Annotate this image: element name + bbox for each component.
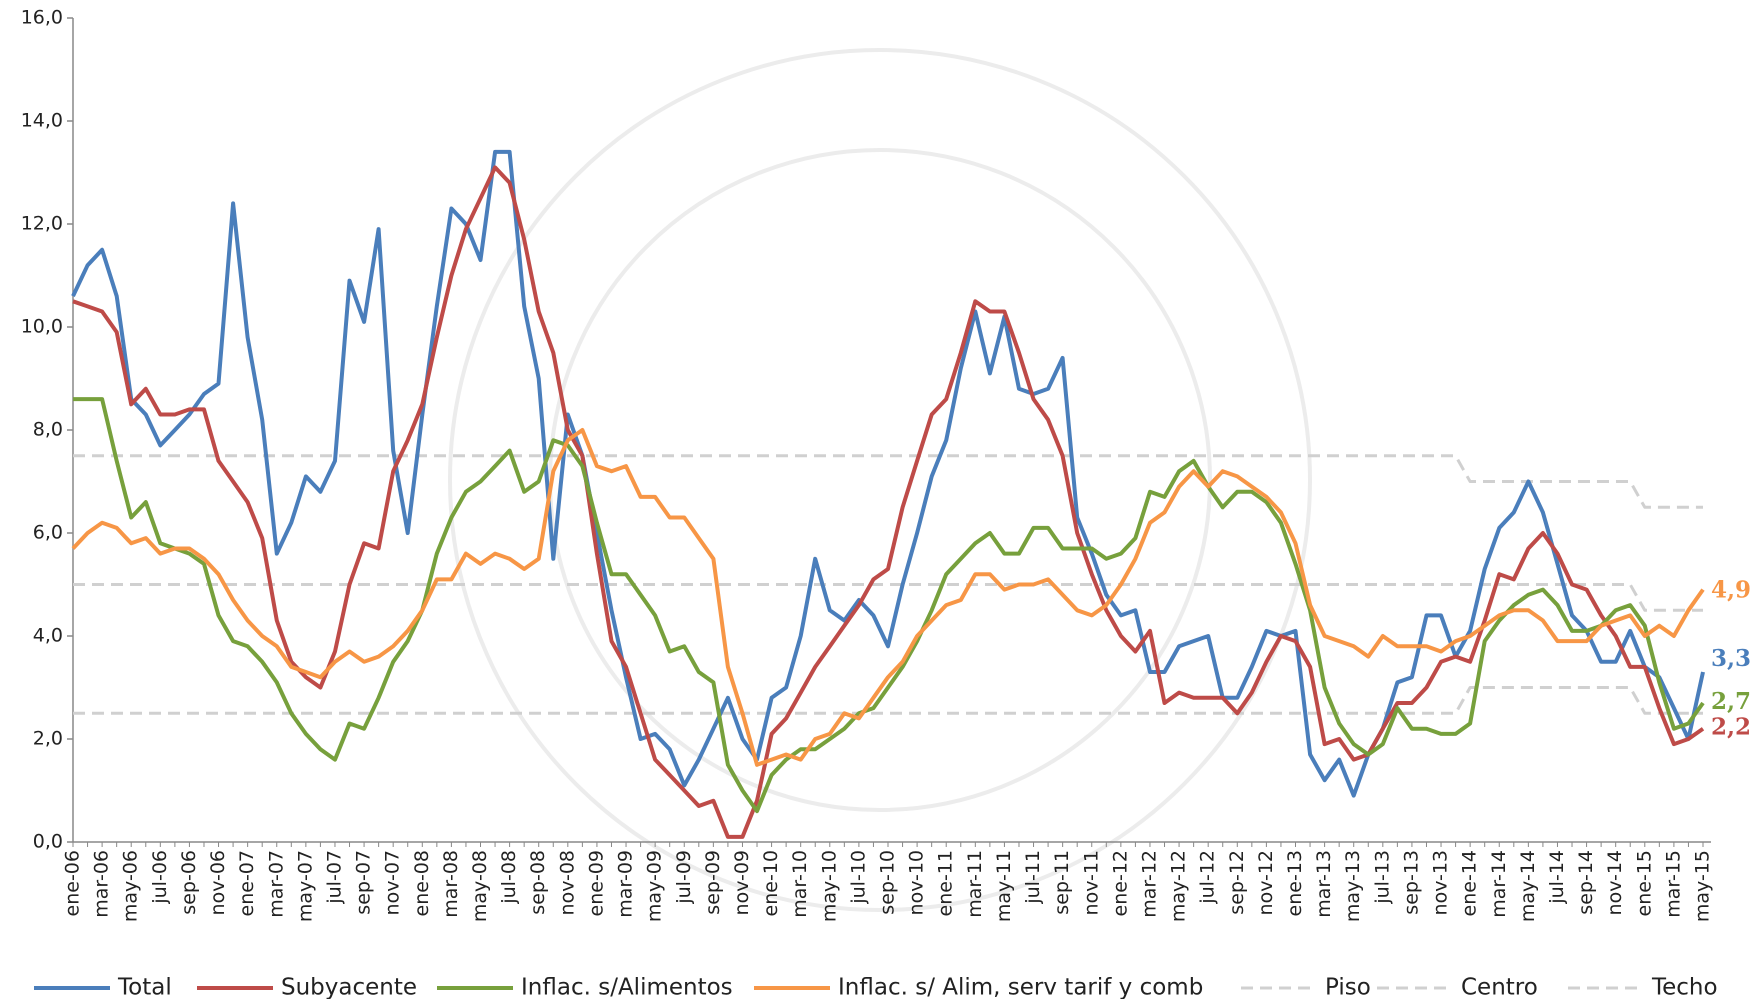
x-tick-label: mar-11 xyxy=(964,850,986,918)
x-tick-label: ene-07 xyxy=(236,850,258,916)
y-tick-label: 0,0 xyxy=(33,831,63,853)
series-line xyxy=(73,397,1705,814)
x-tick-label: ene-09 xyxy=(585,850,607,916)
watermark xyxy=(448,48,1312,912)
series-line xyxy=(71,149,1705,798)
x-tick-label: ene-11 xyxy=(935,850,957,916)
legend-item: Total xyxy=(34,975,172,999)
x-tick-label: ene-13 xyxy=(1284,850,1306,916)
x-tick-label: may-10 xyxy=(818,850,840,922)
x-tick-label: may-08 xyxy=(469,850,491,922)
y-tick-label: 16,0 xyxy=(21,7,63,29)
end-label: 4,9 xyxy=(1711,577,1751,604)
series-line xyxy=(73,583,1703,612)
x-tick-label: jul-08 xyxy=(498,850,520,905)
x-tick-label: mar-09 xyxy=(615,850,637,918)
x-tick-label: may-11 xyxy=(993,850,1015,922)
legend-label: Centro xyxy=(1461,975,1538,999)
x-tick-label: may-12 xyxy=(1168,850,1190,922)
x-tick-label: mar-15 xyxy=(1662,850,1684,918)
x-tick-label: nov-14 xyxy=(1604,850,1626,915)
legend-label: Inflac. s/Alimentos xyxy=(521,975,733,999)
x-tick-label: jul-10 xyxy=(847,850,869,905)
x-tick-label: sep-10 xyxy=(877,850,899,915)
legend-item: Centro xyxy=(1377,975,1538,999)
x-tick-label: may-06 xyxy=(120,850,142,922)
x-tick-label: may-15 xyxy=(1692,850,1714,922)
x-tick-label: ene-08 xyxy=(411,850,433,916)
x-tick-label: mar-06 xyxy=(91,850,113,918)
x-tick-label: jul-13 xyxy=(1371,850,1393,905)
x-tick-label: jul-09 xyxy=(673,850,695,905)
x-tick-label: ene-12 xyxy=(1109,850,1131,916)
x-tick-label: ene-10 xyxy=(760,850,782,916)
x-tick-label: sep-12 xyxy=(1226,850,1248,915)
x-tick-label: may-13 xyxy=(1342,850,1364,922)
end-label: 2,2 xyxy=(1711,714,1751,741)
x-tick-label: mar-07 xyxy=(265,850,287,918)
x-tick-label: nov-08 xyxy=(556,850,578,915)
x-tick-label: jul-06 xyxy=(149,850,171,905)
end-label: 2,7 xyxy=(1711,688,1751,715)
end-label: 3,3 xyxy=(1711,645,1751,672)
x-tick-label: mar-12 xyxy=(1138,850,1160,918)
x-tick-label: may-07 xyxy=(294,850,316,922)
legend-label: Piso xyxy=(1325,975,1371,999)
y-tick-label: 14,0 xyxy=(21,110,63,132)
x-tick-label: sep-11 xyxy=(1051,850,1073,915)
x-tick-label: mar-10 xyxy=(789,850,811,918)
x-tick-label: sep-14 xyxy=(1575,850,1597,915)
legend-item: Inflac. s/Alimentos xyxy=(437,975,733,999)
x-tick-label: nov-11 xyxy=(1080,850,1102,915)
x-tick-label: ene-06 xyxy=(62,850,84,916)
legend-label: Inflac. s/ Alim, serv tarif y comb xyxy=(838,975,1203,999)
x-tick-label: mar-14 xyxy=(1488,850,1510,918)
x-tick-label: nov-06 xyxy=(207,850,229,915)
x-tick-label: ene-14 xyxy=(1459,850,1481,916)
x-tick-label: ene-15 xyxy=(1633,850,1655,916)
legend-item: Subyacente xyxy=(197,975,417,999)
y-tick-label: 6,0 xyxy=(33,522,63,544)
series-line xyxy=(72,165,1705,839)
y-tick-label: 8,0 xyxy=(33,419,63,441)
x-tick-label: may-09 xyxy=(644,850,666,922)
x-tick-label: may-14 xyxy=(1517,850,1539,922)
x-tick-label: sep-13 xyxy=(1400,850,1422,915)
x-tick-label: sep-09 xyxy=(702,850,724,915)
legend-label: Total xyxy=(117,975,172,999)
x-tick-label: sep-08 xyxy=(527,850,549,915)
y-tick-label: 2,0 xyxy=(33,728,63,750)
x-tick-label: nov-07 xyxy=(382,850,404,915)
legend-label: Subyacente xyxy=(281,975,417,999)
y-tick-label: 10,0 xyxy=(21,316,63,338)
x-tick-label: sep-06 xyxy=(178,850,200,915)
x-tick-label: jul-12 xyxy=(1197,850,1219,905)
x-tick-label: nov-10 xyxy=(906,850,928,915)
x-tick-label: nov-09 xyxy=(731,850,753,915)
x-tick-label: mar-08 xyxy=(440,850,462,918)
x-tick-label: mar-13 xyxy=(1313,850,1335,918)
series-line xyxy=(73,454,1703,509)
series-line xyxy=(71,428,1705,767)
x-tick-label: nov-13 xyxy=(1430,850,1452,915)
legend-label: Techo xyxy=(1651,975,1718,999)
x-tick-label: jul-14 xyxy=(1546,850,1568,905)
series-line xyxy=(73,686,1703,715)
legend-item: Techo xyxy=(1568,975,1718,999)
x-tick-label: sep-07 xyxy=(353,850,375,915)
y-tick-label: 4,0 xyxy=(33,625,63,647)
x-tick-label: nov-12 xyxy=(1255,850,1277,915)
x-tick-label: jul-11 xyxy=(1022,850,1044,905)
legend-item: Piso xyxy=(1241,975,1371,999)
x-tick-label: jul-07 xyxy=(323,850,345,905)
y-tick-label: 12,0 xyxy=(21,213,63,235)
legend-item: Inflac. s/ Alim, serv tarif y comb xyxy=(754,975,1203,999)
